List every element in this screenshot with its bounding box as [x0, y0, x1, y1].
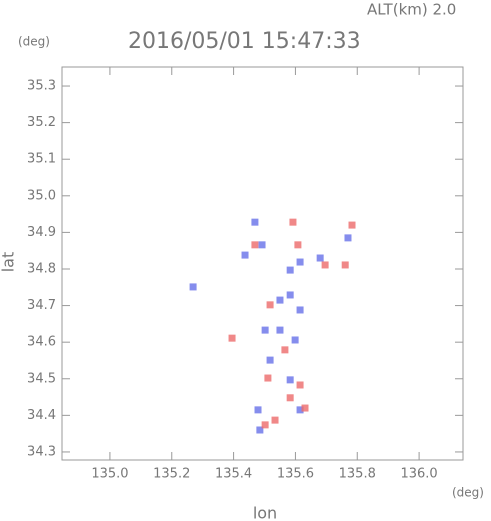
echo-cell: [264, 374, 272, 382]
echo-cell: [286, 266, 294, 274]
echo-cell: [271, 416, 279, 424]
echo-cell: [189, 283, 197, 291]
echo-cell: [281, 346, 289, 354]
echo-cell: [286, 291, 294, 299]
echo-cell: [316, 254, 324, 262]
echo-cell: [296, 258, 304, 266]
x-tick-label: 136.0: [400, 467, 437, 482]
x-tick-label: 135.4: [215, 467, 252, 482]
echo-cell: [291, 336, 299, 344]
x-unit: (deg): [452, 486, 484, 500]
x-tick-label: 135.8: [339, 467, 376, 482]
echo-cell: [251, 218, 259, 226]
echo-cell: [348, 221, 356, 229]
x-tick-label: 135.6: [277, 467, 314, 482]
x-tick-label: 135.2: [153, 467, 190, 482]
chart-title: 2016/05/01 15:47:33: [128, 29, 361, 54]
echo-cell: [294, 241, 302, 249]
echo-cell: [261, 421, 269, 429]
echo-cell: [228, 334, 236, 342]
echo-cell: [296, 381, 304, 389]
echo-cell: [276, 296, 284, 304]
y-tick-label: 34.7: [27, 298, 56, 313]
echo-cell: [251, 241, 259, 249]
echo-cell: [321, 261, 329, 269]
y-tick-label: 35.0: [27, 188, 56, 203]
echo-cell: [289, 218, 297, 226]
echo-cell: [296, 306, 304, 314]
echo-cell: [296, 406, 304, 414]
echo-cell: [241, 251, 249, 259]
echo-cell: [261, 326, 269, 334]
echo-cell: [276, 326, 284, 334]
echo-cell: [344, 234, 352, 242]
y-tick-label: 34.3: [27, 444, 56, 459]
x-tick-label: 135.0: [91, 467, 128, 482]
y-tick-label: 35.1: [27, 152, 56, 167]
echo-cell: [266, 301, 274, 309]
y-tick-label: 34.9: [27, 225, 56, 240]
plot-frame: [61, 66, 464, 461]
echo-cell: [258, 241, 266, 249]
y-tick-label: 34.5: [27, 371, 56, 386]
y-tick-label: 35.3: [27, 79, 56, 94]
x-axis-label: lon: [253, 504, 277, 521]
y-unit: (deg): [18, 35, 50, 49]
y-tick-label: 35.2: [27, 115, 56, 130]
echo-cell: [341, 261, 349, 269]
echo-cell: [254, 406, 262, 414]
echo-cell: [301, 404, 309, 412]
echo-cell: [256, 426, 264, 434]
y-tick-label: 34.8: [27, 261, 56, 276]
echo-cell: [286, 394, 294, 402]
y-tick-label: 34.4: [27, 408, 56, 423]
y-axis-label: lat: [0, 252, 18, 273]
chart-subtitle: ALT(km) 2.0: [367, 1, 456, 19]
y-tick-label: 34.6: [27, 335, 56, 350]
echo-cell: [286, 376, 294, 384]
echo-cell: [266, 356, 274, 364]
